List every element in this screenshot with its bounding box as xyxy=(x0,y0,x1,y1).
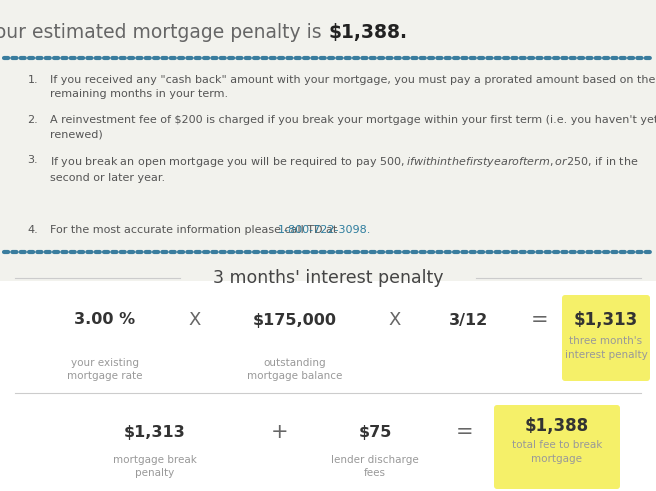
Text: $75: $75 xyxy=(358,425,392,439)
FancyBboxPatch shape xyxy=(494,405,620,489)
Text: 2.: 2. xyxy=(28,115,38,125)
Text: 4.: 4. xyxy=(28,225,38,235)
Text: A reinvestment fee of $200 is charged if you break your mortgage within your fir: A reinvestment fee of $200 is charged if… xyxy=(50,115,656,139)
Text: 3.00 %: 3.00 % xyxy=(74,312,136,327)
Text: your existing
mortgage rate: your existing mortgage rate xyxy=(68,358,143,381)
Text: +: + xyxy=(271,422,289,442)
Text: 3 months' interest penalty: 3 months' interest penalty xyxy=(213,269,443,287)
Text: 3/12: 3/12 xyxy=(448,312,487,327)
Text: 1-800-722-3098.: 1-800-722-3098. xyxy=(278,225,371,235)
Text: 1.: 1. xyxy=(28,75,38,85)
Text: =: = xyxy=(531,310,549,330)
Text: For the most accurate information please call TD at: For the most accurate information please… xyxy=(50,225,340,235)
Text: If you break an open mortgage you will be required to pay $500, if within the fi: If you break an open mortgage you will b… xyxy=(50,155,638,183)
Text: X: X xyxy=(189,311,201,329)
Text: $1,388.: $1,388. xyxy=(328,23,407,42)
Bar xyxy=(0,281,656,491)
Text: three month's
interest penalty: three month's interest penalty xyxy=(565,336,647,359)
Text: Your estimated mortgage penalty is: Your estimated mortgage penalty is xyxy=(0,23,328,42)
Text: $1,313: $1,313 xyxy=(124,425,186,439)
Text: =: = xyxy=(456,422,474,442)
Text: lender discharge
fees: lender discharge fees xyxy=(331,455,419,478)
Text: $1,388: $1,388 xyxy=(525,417,589,435)
Text: outstanding
mortgage balance: outstanding mortgage balance xyxy=(247,358,342,381)
Text: mortgage break
penalty: mortgage break penalty xyxy=(113,455,197,478)
Text: $175,000: $175,000 xyxy=(253,312,337,327)
FancyBboxPatch shape xyxy=(562,295,650,381)
Text: If you received any "cash back" amount with your mortgage, you must pay a prorat: If you received any "cash back" amount w… xyxy=(50,75,655,99)
Text: $1,313: $1,313 xyxy=(574,311,638,329)
Text: X: X xyxy=(389,311,401,329)
Text: 3.: 3. xyxy=(28,155,38,165)
Text: total fee to break
mortgage: total fee to break mortgage xyxy=(512,440,602,464)
